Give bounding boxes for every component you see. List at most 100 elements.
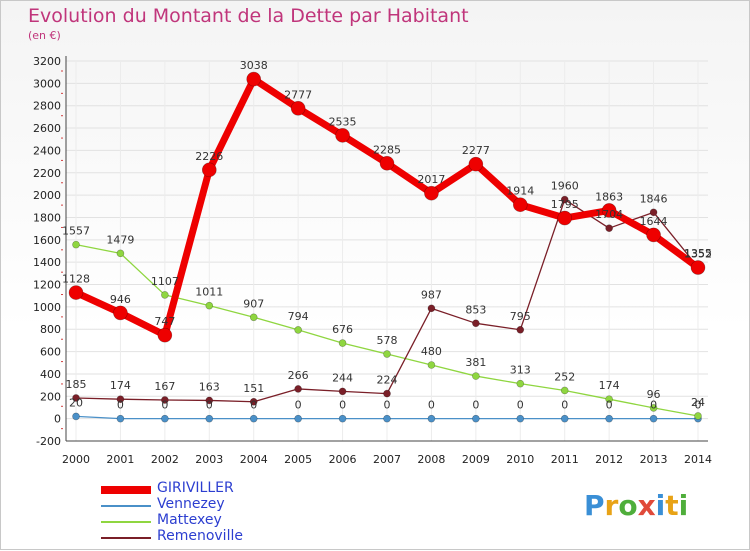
legend-label: Vennezey <box>157 496 225 512</box>
data-point-vennezey <box>383 414 391 423</box>
data-label-vennezey: 0 <box>606 399 613 412</box>
legend-swatch <box>101 537 151 539</box>
data-point-giriviller <box>646 227 661 243</box>
data-label-remenoville: 266 <box>288 369 309 382</box>
data-point-giriviller <box>335 128 350 143</box>
data-label-remenoville: 224 <box>377 374 398 387</box>
data-label-mattexey: 676 <box>332 323 353 336</box>
data-label-remenoville: 151 <box>243 382 264 395</box>
y-tick-label: 2400 <box>33 144 61 157</box>
data-label-giriviller: 1863 <box>595 190 623 203</box>
y-tick-label: 1000 <box>33 301 61 314</box>
data-label-mattexey: 578 <box>377 334 398 347</box>
data-label-giriviller: 2777 <box>284 88 312 101</box>
proxiti-logo: Proxiti <box>584 489 688 522</box>
data-label-giriviller: 3038 <box>240 59 268 72</box>
data-point-remenoville <box>161 396 169 404</box>
data-label-remenoville: 167 <box>154 380 175 393</box>
data-label-mattexey: 794 <box>288 310 309 323</box>
y-tick-label: 2800 <box>33 100 61 113</box>
data-label-giriviller: 1128 <box>62 273 90 286</box>
data-label-remenoville: 185 <box>66 378 87 391</box>
data-label-remenoville: 1846 <box>640 192 668 205</box>
data-point-mattexey <box>472 372 480 380</box>
data-point-giriviller <box>157 327 173 343</box>
x-tick-label: 2007 <box>373 453 401 466</box>
data-label-giriviller: 1914 <box>506 185 534 198</box>
y-tick-label: 1400 <box>33 256 61 269</box>
x-tick-label: 2011 <box>551 453 579 466</box>
y-tick-label: 800 <box>40 323 61 336</box>
y-tick-label: 1600 <box>33 234 61 247</box>
data-label-remenoville: 1704 <box>595 208 623 221</box>
data-label-vennezey: 0 <box>117 399 124 412</box>
data-label-giriviller: 2017 <box>417 173 445 186</box>
data-point-remenoville <box>338 387 347 396</box>
y-tick-label: 1200 <box>33 279 61 292</box>
data-point-mattexey <box>560 386 569 395</box>
chart-subtitle: (en €) <box>28 29 61 42</box>
data-point-vennezey <box>72 412 80 421</box>
x-tick-label: 2010 <box>506 453 534 466</box>
y-tick-label: 3200 <box>33 55 61 68</box>
logo-letter: P <box>584 489 605 522</box>
data-point-vennezey <box>338 414 347 423</box>
data-label-remenoville: 1960 <box>551 180 579 193</box>
x-tick-label: 2003 <box>195 453 223 466</box>
data-point-vennezey <box>116 414 125 423</box>
data-point-giriviller <box>512 197 528 213</box>
data-label-mattexey: 1479 <box>106 233 134 246</box>
data-point-giriviller <box>424 185 439 201</box>
legend-label: Mattexey <box>157 512 222 528</box>
data-label-giriviller: 1795 <box>551 198 579 211</box>
data-point-giriviller <box>68 285 84 300</box>
y-tick-label: 0 <box>54 413 61 426</box>
data-label-vennezey: 0 <box>517 399 524 412</box>
data-label-remenoville: 853 <box>465 303 486 316</box>
data-point-remenoville <box>427 304 436 313</box>
legend-swatch <box>101 486 151 494</box>
data-point-mattexey <box>694 412 702 420</box>
data-label-remenoville: 174 <box>110 379 131 392</box>
data-point-giriviller <box>201 162 217 178</box>
data-point-giriviller <box>557 210 573 226</box>
logo-letter: x <box>637 489 656 522</box>
data-point-vennezey <box>427 414 436 423</box>
data-label-vennezey: 0 <box>384 399 391 412</box>
data-point-remenoville <box>294 385 302 393</box>
data-point-remenoville <box>249 397 258 406</box>
data-point-vennezey <box>649 414 658 423</box>
data-point-remenoville <box>516 325 525 334</box>
logo-letter: i <box>655 489 666 522</box>
data-point-vennezey <box>472 414 480 423</box>
data-label-remenoville: 1355 <box>684 247 712 260</box>
data-label-vennezey: 20 <box>69 396 83 409</box>
data-point-mattexey <box>116 249 125 258</box>
chart-title: Evolution du Montant de la Dette par Hab… <box>28 5 469 27</box>
data-label-giriviller: 946 <box>110 293 131 306</box>
data-label-remenoville: 163 <box>199 380 220 393</box>
data-point-giriviller <box>246 71 262 87</box>
y-tick-label: 2200 <box>33 167 61 180</box>
data-point-vennezey <box>516 414 525 423</box>
data-point-remenoville <box>383 389 391 398</box>
y-tick-label: 1800 <box>33 211 61 224</box>
data-label-vennezey: 0 <box>428 399 435 412</box>
y-tick-label: 200 <box>40 390 61 403</box>
data-label-vennezey: 0 <box>295 399 302 412</box>
data-point-giriviller <box>690 260 706 275</box>
data-label-giriviller: 1644 <box>640 215 668 228</box>
data-label-mattexey: 1011 <box>195 286 223 299</box>
x-tick-label: 2012 <box>595 453 623 466</box>
data-point-mattexey <box>427 361 436 369</box>
data-label-mattexey: 1107 <box>151 275 179 288</box>
data-label-mattexey: 907 <box>243 297 264 310</box>
legend-swatch <box>101 505 151 507</box>
data-label-mattexey: 174 <box>599 379 620 392</box>
data-label-vennezey: 0 <box>161 399 168 412</box>
x-tick-label: 2014 <box>684 453 712 466</box>
x-tick-label: 2006 <box>329 453 357 466</box>
data-point-mattexey <box>383 350 391 358</box>
